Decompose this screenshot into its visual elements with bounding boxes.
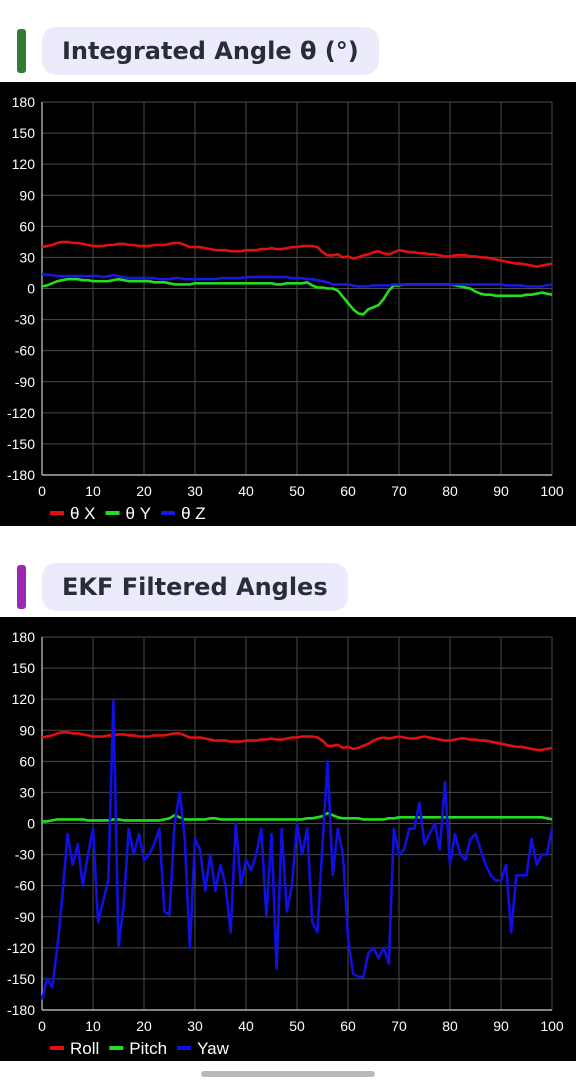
x-tick-label: 50 [289,1018,305,1034]
legend-label: Yaw [197,1039,230,1058]
x-tick-label: 40 [238,1018,254,1034]
y-tick-label: 120 [12,156,36,172]
x-tick-label: 10 [85,483,101,499]
x-tick-label: 100 [540,1018,564,1034]
y-tick-label: -150 [7,436,35,452]
x-tick-label: 20 [136,483,152,499]
y-tick-label: 150 [12,660,36,676]
y-tick-label: 0 [27,816,35,832]
x-tick-label: 90 [493,483,509,499]
x-tick-label: 80 [442,483,458,499]
x-tick-label: 70 [391,1018,407,1034]
x-tick-label: 30 [187,1018,203,1034]
ekf-filtered-chart: 180 150 120 90 60 30 0 -30 -60 -90 -120 -150 -180 0 10… [0,617,576,1061]
series-line-0 [41,240,553,268]
legend-label: Pitch [129,1039,167,1058]
series-line-1 [41,277,553,316]
section-accent-bar [17,29,26,73]
y-tick-label: 30 [19,784,35,800]
x-tick-label: 0 [38,1018,46,1034]
y-tick-label: -90 [15,909,35,925]
series-line-2 [41,272,553,288]
y-tick-label: -120 [7,405,35,421]
y-tick-label: 120 [12,691,36,707]
y-tick-label: -30 [15,312,35,328]
y-tick-label: 150 [12,125,36,141]
y-tick-label: 60 [19,753,35,769]
y-tick-label: -150 [7,971,35,987]
y-tick-label: 180 [12,629,36,645]
x-tick-label: 40 [238,483,254,499]
legend-label: θ Z [181,504,206,523]
legend-label: Roll [70,1039,99,1058]
section-header-integrated: Integrated Angle θ (°) [0,0,576,82]
legend-label: θ Y [126,504,152,523]
x-tick-label: 50 [289,483,305,499]
y-tick-label: -60 [15,343,35,359]
x-tick-label: 80 [442,1018,458,1034]
section-header-ekf: EKF Filtered Angles [0,538,576,620]
y-tick-label: 180 [12,94,36,110]
y-tick-label: -30 [15,847,35,863]
y-tick-label: 90 [19,187,35,203]
x-tick-label: 100 [540,483,564,499]
y-tick-label: -180 [7,467,35,483]
y-tick-label: 90 [19,722,35,738]
y-tick-label: 60 [19,218,35,234]
y-tick-label: -90 [15,374,35,390]
home-indicator[interactable] [201,1071,375,1077]
y-tick-label: 30 [19,249,35,265]
x-tick-label: 90 [493,1018,509,1034]
y-tick-label: 0 [27,281,35,297]
x-tick-label: 10 [85,1018,101,1034]
y-tick-label: -60 [15,878,35,894]
y-tick-label: -180 [7,1002,35,1018]
x-tick-label: 0 [38,483,46,499]
integrated-angle-chart: 180 150 120 90 60 30 0 -30 -60 -90 -120 -150 -180 0 10… [0,82,576,526]
x-tick-label: 60 [340,1018,356,1034]
series-line-0 [41,731,553,752]
x-tick-label: 70 [391,483,407,499]
legend-label: θ X [70,504,96,523]
series-line-1 [42,811,553,823]
section-accent-bar [17,565,26,609]
x-tick-label: 60 [340,483,356,499]
x-tick-label: 20 [136,1018,152,1034]
y-tick-label: -120 [7,940,35,956]
x-tick-label: 30 [187,483,203,499]
series-line-2 [40,699,554,1000]
section-title: EKF Filtered Angles [42,563,348,611]
section-title: Integrated Angle θ (°) [42,27,379,75]
